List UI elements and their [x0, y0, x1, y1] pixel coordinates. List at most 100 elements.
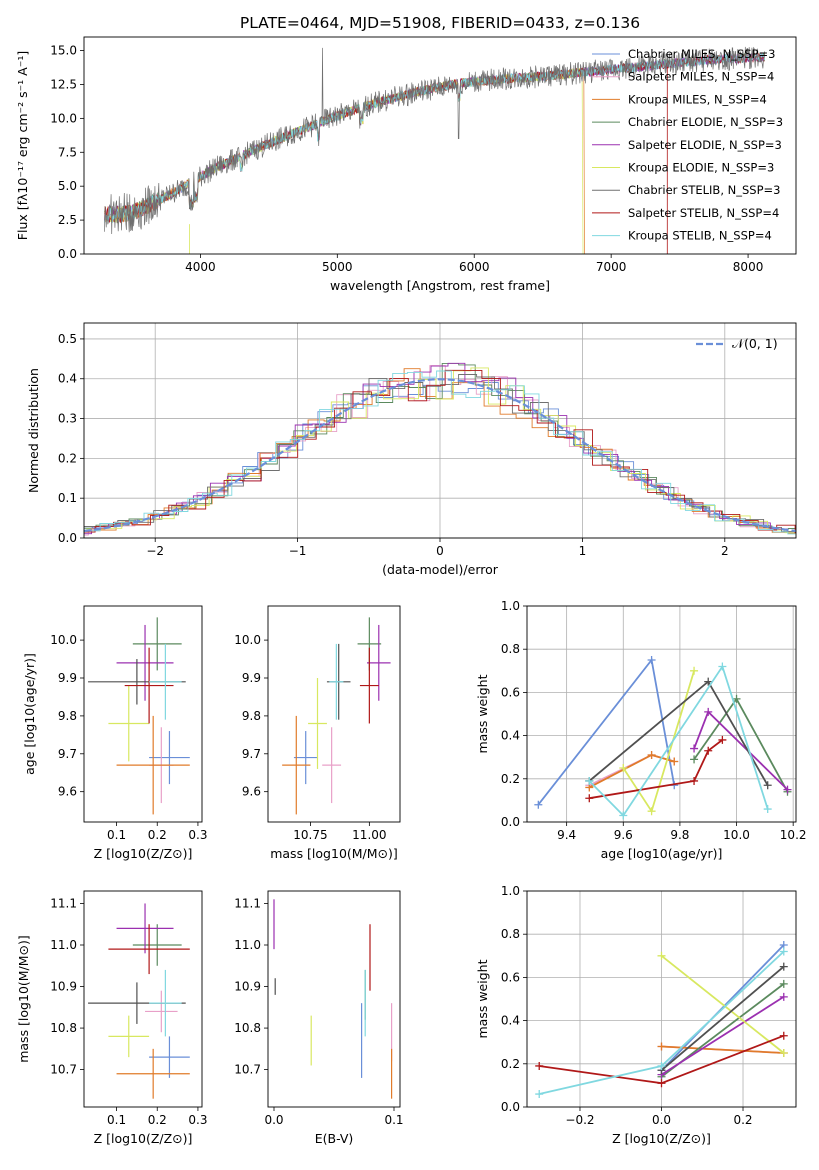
spectrum-legend-label: Chabrier ELODIE, N_SSP=3 — [628, 115, 783, 129]
age-z-ytick-label: 9.6 — [58, 785, 77, 799]
weight-z-xlabel: Z [log10(Z/Z⊙)] — [612, 1131, 711, 1146]
weight-age-ytick-label: 0.8 — [501, 642, 520, 656]
spectrum-ytick-label: 12.5 — [50, 77, 77, 91]
histogram-ytick-label: 0.2 — [58, 451, 77, 465]
mass-ebv-ytick-label: 11.1 — [234, 896, 261, 910]
weight-age-xtick-label: 9.4 — [557, 828, 576, 842]
spectrum-xlabel: wavelength [Angstrom, rest frame] — [330, 278, 550, 293]
weight-age-marker — [585, 776, 594, 785]
weight-z-xtick-label: 0.0 — [652, 1113, 671, 1127]
weight-age-marker — [534, 800, 543, 809]
weight-z-line — [660, 955, 785, 1054]
weight-z-marker — [779, 992, 788, 1001]
histogram-ytick-label: 0.3 — [58, 412, 77, 426]
spectrum-ytick-label: 10.0 — [50, 111, 77, 125]
weight-age-marker — [690, 744, 699, 753]
spectrum-xtick-label: 5000 — [322, 260, 353, 274]
age-mass-ytick-label: 10.0 — [234, 633, 261, 647]
weight-z-ytick-label: 0.6 — [501, 970, 520, 984]
mass-z-xtick-label: 0.3 — [188, 1113, 207, 1127]
spectrum-legend-label: Salpeter ELODIE, N_SSP=3 — [628, 138, 782, 152]
weight-age-xtick-label: 10.0 — [723, 828, 750, 842]
weight-age-marker — [619, 764, 628, 772]
spectrum-legend-label: Chabrier STELIB, N_SSP=3 — [628, 183, 780, 197]
histogram-xtick-label: 0 — [436, 544, 444, 558]
weight-age-marker — [763, 781, 772, 790]
weight-age-marker — [690, 666, 699, 675]
spectrum-legend-label: Salpeter MILES, N_SSP=4 — [628, 70, 774, 84]
weight-age-marker — [647, 807, 656, 816]
age-mass-xlabel: mass [log10(M/M⊙)] — [270, 846, 398, 861]
weight-z-frame — [526, 890, 797, 1108]
age-mass-ytick-label: 9.6 — [242, 785, 261, 799]
weight-z-marker — [779, 1031, 788, 1040]
histogram-ytick-label: 0.0 — [58, 531, 77, 545]
weight-z-xtick-label: −0.2 — [565, 1113, 594, 1127]
mass-z-xtick-label: 0.1 — [107, 1113, 126, 1127]
mass-ebv-ytick-label: 10.9 — [234, 980, 261, 994]
weight-age-line — [537, 657, 676, 806]
weight-z-marker — [779, 1049, 788, 1057]
mass-weight-vs-age-panel: 9.4 9.6 9.8 10.0 10.2 0.0 0.2 0.4 0.6 0.8 1.0 age [… — [475, 599, 807, 861]
age-z-ytick-label: 10.0 — [50, 633, 77, 647]
weight-z-xtick-label: 0.2 — [733, 1113, 752, 1127]
age-mass-ytick-label: 9.7 — [242, 747, 261, 761]
figure-title: PLATE=0464, MJD=51908, FIBERID=0433, z=0… — [240, 14, 640, 32]
histogram-legend-label: 𝒩(0, 1) — [732, 336, 778, 351]
age-z-xtick-label: 0.1 — [107, 828, 126, 842]
weight-age-marker — [704, 707, 713, 716]
histogram-frame — [83, 322, 797, 539]
mass-ebv-xtick-label: 0.1 — [384, 1113, 403, 1127]
histogram-ytick-label: 0.4 — [58, 372, 77, 386]
spectrum-ylabel: Flux [fλ10⁻¹⁷ erg cm⁻² s⁻¹ A⁻¹] — [15, 51, 30, 240]
age-mass-xtick-label: 10.75 — [293, 828, 327, 842]
weight-age-marker — [732, 694, 741, 703]
age-z-ytick-label: 9.9 — [58, 671, 77, 685]
spectrum-legend-label: Kroupa STELIB, N_SSP=4 — [628, 229, 772, 243]
mass-weight-vs-metallicity-panel: −0.2 0.0 0.2 0.0 0.2 0.4 0.6 0.8 1.0 Z [log10(Z/Z… — [475, 884, 797, 1146]
weight-age-xtick-label: 9.8 — [670, 828, 689, 842]
residual-histogram-panel: −2 −1 0 1 2 0.0 0.1 0.2 0.3 0.4 0.5 (data-model)/er… — [26, 322, 797, 577]
mass-ebv-ytick-label: 10.7 — [234, 1063, 261, 1077]
weight-z-marker — [779, 979, 788, 988]
age-mass-frame — [267, 605, 401, 823]
weight-age-marker — [718, 662, 727, 671]
age-z-xtick-label: 0.2 — [148, 828, 167, 842]
weight-z-marker — [535, 1061, 544, 1070]
weight-age-ytick-label: 0.2 — [501, 772, 520, 786]
weight-z-ytick-label: 0.0 — [501, 1100, 520, 1114]
histogram-series-kroupa-stelib — [84, 370, 796, 535]
spectrum-legend-label: Kroupa MILES, N_SSP=4 — [628, 92, 767, 106]
weight-z-marker — [779, 962, 788, 971]
weight-age-marker — [704, 746, 713, 755]
mass-z-frame — [83, 890, 203, 1108]
mass-z-ylabel: mass [log10(M/M⊙)] — [16, 935, 31, 1063]
age-z-ytick-label: 9.8 — [58, 709, 77, 723]
weight-z-marker — [657, 1079, 666, 1088]
weight-age-marker — [763, 805, 772, 814]
weight-age-ytick-label: 0.4 — [501, 729, 520, 743]
mass-z-xlabel: Z [log10(Z/Z⊙)] — [94, 1131, 193, 1146]
spectrum-legend-label: Kroupa ELODIE, N_SSP=3 — [628, 161, 774, 175]
weight-z-ylabel: mass weight — [475, 959, 490, 1038]
histogram-xtick-label: −2 — [146, 544, 164, 558]
weight-age-marker — [704, 677, 713, 686]
spectrum-line-kroupa-elodie — [104, 67, 584, 254]
age-mass-xtick-label: 11.00 — [352, 828, 386, 842]
weight-age-ytick-label: 1.0 — [501, 599, 520, 613]
histogram-ytick-label: 0.5 — [58, 332, 77, 346]
weight-age-marker — [718, 735, 727, 744]
spectrum-legend-label: Chabrier MILES, N_SSP=3 — [628, 47, 775, 61]
histogram-xtick-label: −1 — [289, 544, 307, 558]
spectrum-xtick-label: 7000 — [596, 260, 627, 274]
weight-age-xtick-label: 10.2 — [780, 828, 807, 842]
spectrum-xtick-label: 4000 — [185, 260, 216, 274]
spectrum-legend-label: Salpeter STELIB, N_SSP=4 — [628, 206, 779, 220]
histogram-xlabel: (data-model)/error — [382, 562, 499, 577]
weight-age-marker — [647, 751, 656, 760]
weight-age-ytick-label: 0.6 — [501, 685, 520, 699]
weight-age-marker — [647, 656, 656, 664]
weight-z-ytick-label: 0.4 — [501, 1014, 520, 1028]
weight-age-marker — [619, 811, 628, 820]
